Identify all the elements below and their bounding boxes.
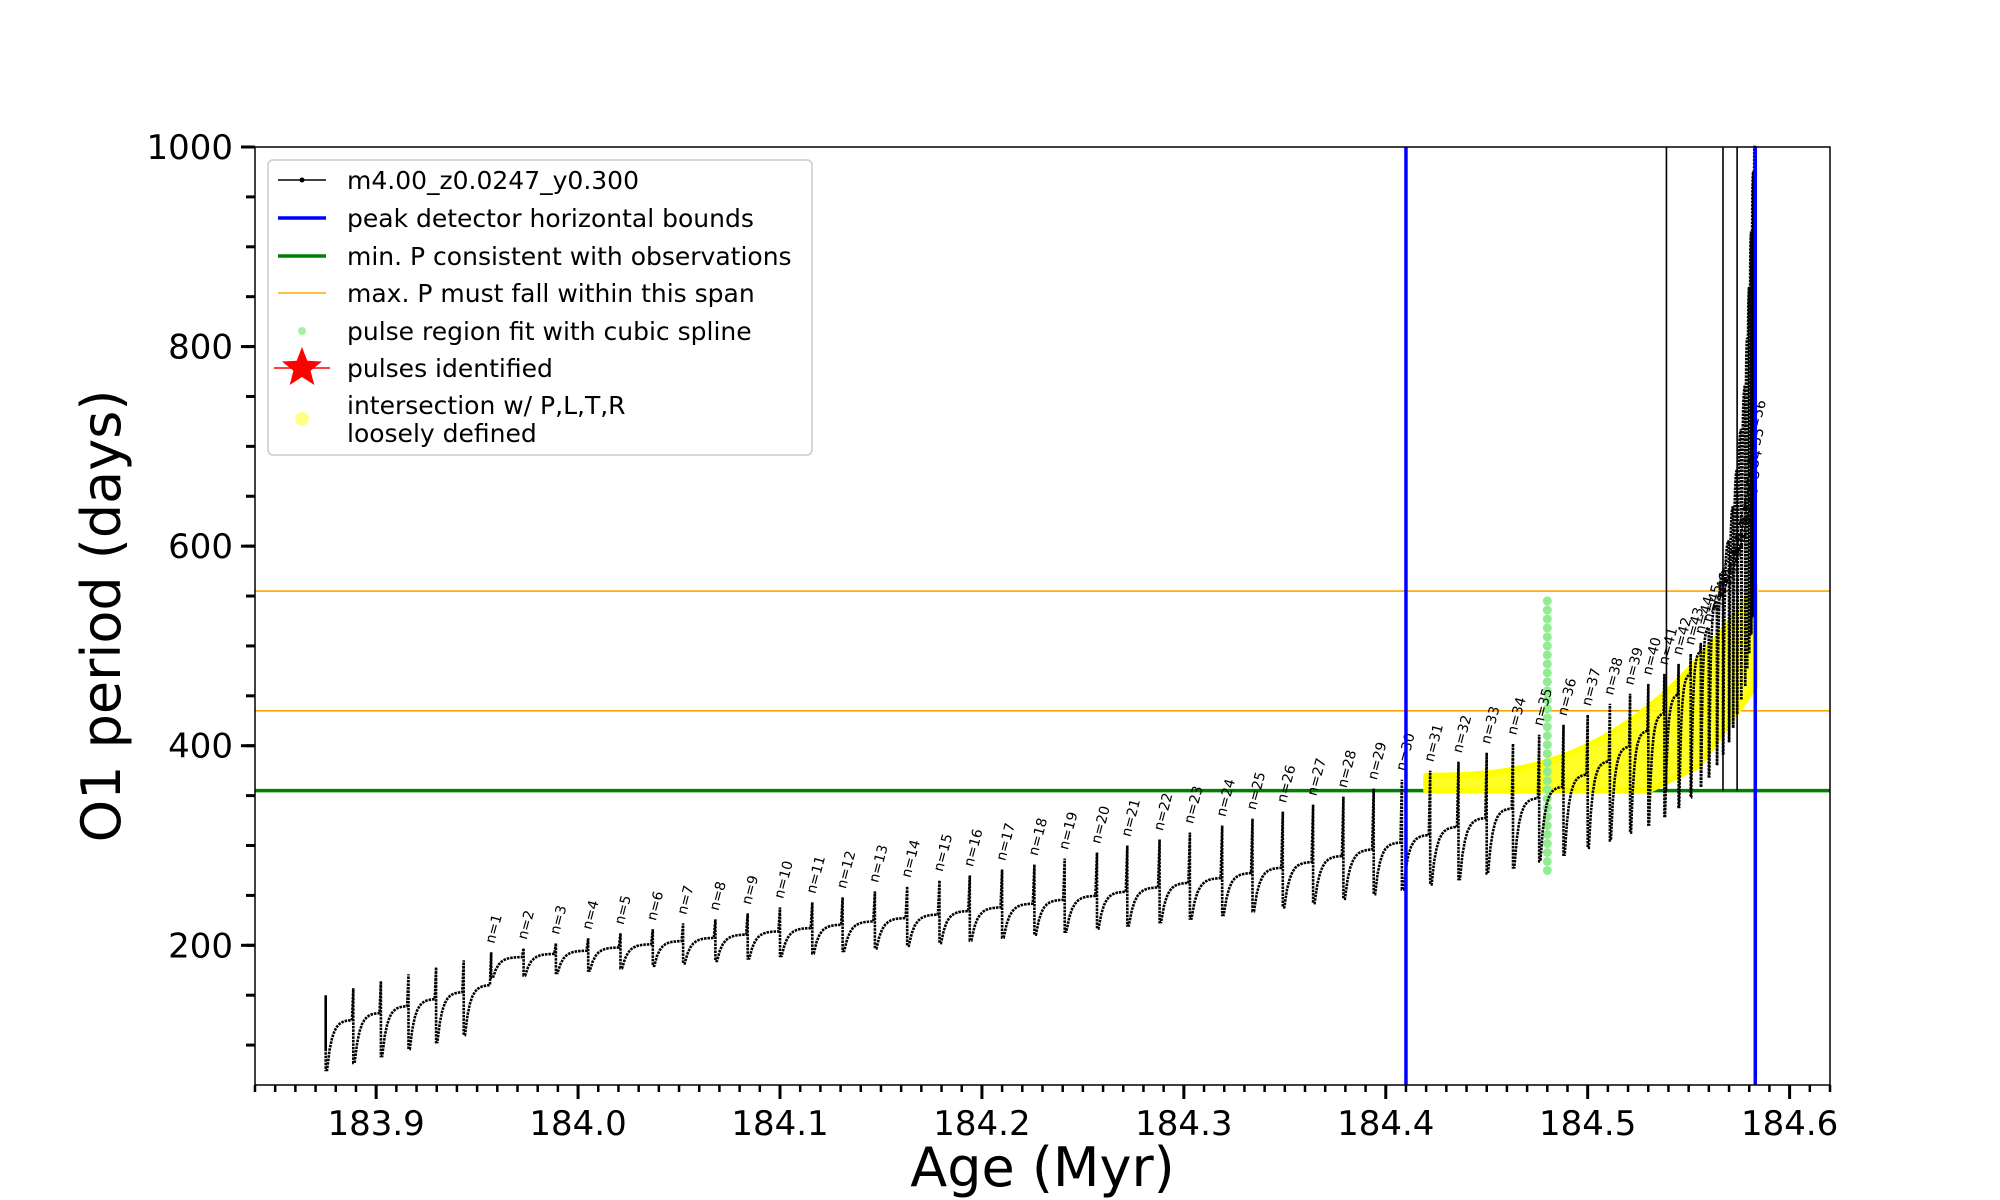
- pulse-label: n=2: [515, 909, 538, 942]
- pulse-label: n=22: [1151, 791, 1176, 832]
- y-axis-label: O1 period (days): [70, 390, 133, 843]
- pulse-label: n=24: [1214, 777, 1239, 818]
- intersection-region: [1423, 583, 1759, 794]
- x-tick-label: 184.0: [529, 1104, 626, 1144]
- legend-label: pulses identified: [347, 354, 553, 383]
- pulse-label: n=6: [644, 890, 667, 923]
- y-tick-label: 400: [168, 727, 233, 767]
- x-axis-label: Age (Myr): [910, 1136, 1175, 1199]
- spline-point: [1542, 695, 1552, 705]
- spline-point: [1542, 794, 1552, 804]
- legend-label: m4.00_z0.0247_y0.300: [347, 166, 639, 195]
- x-tick-label: 184.4: [1337, 1104, 1434, 1144]
- legend-box: [267, 159, 813, 456]
- pulse-label: n=12: [834, 849, 859, 890]
- x-tick-label: 184.6: [1741, 1104, 1838, 1144]
- pulse-label: n=29: [1365, 740, 1390, 781]
- legend-label-line2: loosely defined: [347, 419, 537, 448]
- pulse-label: n=4: [580, 899, 603, 932]
- legend-swatch-dot: [298, 327, 306, 335]
- pulse-label: n=1: [483, 913, 506, 946]
- legend-label: intersection w/ P,L,T,R: [347, 391, 626, 420]
- spline-point: [1542, 776, 1552, 786]
- spline-point: [1542, 830, 1552, 840]
- spline-point: [1542, 677, 1552, 687]
- x-tick-label: 184.5: [1539, 1104, 1636, 1144]
- pulse-label: n=13: [866, 843, 891, 884]
- pulse-label: n=26: [1274, 763, 1299, 804]
- spline-point: [1542, 722, 1552, 732]
- pulse-label: n=7: [674, 884, 697, 917]
- spline-point: [1542, 785, 1552, 795]
- pulse-label: n=15: [931, 832, 956, 873]
- spline-point: [1542, 668, 1552, 678]
- pulse-label: n=18: [1026, 816, 1051, 857]
- bound-lines: [1404, 147, 1758, 1085]
- spline-point: [1542, 596, 1552, 606]
- x-tick-label: 184.3: [1135, 1104, 1232, 1144]
- pulse-label: n=21: [1119, 797, 1144, 838]
- legend-swatch-dot: [295, 412, 309, 426]
- pulse-label: n=14: [899, 838, 924, 879]
- pulse-label: n=5: [612, 894, 635, 927]
- y-tick-label: 1000: [146, 128, 233, 168]
- spline-point: [1542, 758, 1552, 768]
- spline-point: [1542, 740, 1552, 750]
- legend-label: pulse region fit with cubic spline: [347, 317, 752, 346]
- legend-swatch-model-dot: [299, 177, 305, 183]
- pulse-label: n=36: [1555, 676, 1580, 717]
- spline-point: [1542, 605, 1552, 615]
- spline-point: [1542, 713, 1552, 723]
- spline-region: [1542, 596, 1552, 875]
- spline-point: [1542, 623, 1552, 633]
- spline-point: [1542, 865, 1552, 875]
- spline-point: [1542, 632, 1552, 642]
- spline-point: [1542, 856, 1552, 866]
- pulse-label: n=10: [771, 859, 796, 900]
- y-tick-label: 800: [168, 328, 233, 368]
- pulse-label: n=16: [961, 827, 986, 868]
- pulse-label: n=37: [1579, 667, 1604, 708]
- axes: 183.9 184.0 184.1 184.2 184.3 184.4 184.5 184.6…: [70, 128, 1838, 1199]
- legend-label: min. P consistent with observations: [347, 242, 792, 271]
- spline-point: [1542, 614, 1552, 624]
- pulse-label: n=3: [547, 904, 570, 937]
- spline-point: [1542, 641, 1552, 651]
- spline-point: [1542, 686, 1552, 696]
- pulse-label: n=11: [804, 854, 829, 895]
- x-tick-label: 183.9: [327, 1104, 424, 1144]
- spline-point: [1542, 839, 1552, 849]
- y-tick-label: 200: [168, 926, 233, 966]
- pulse-label: n=19: [1056, 810, 1081, 851]
- spline-point: [1542, 821, 1552, 831]
- x-tick-label: 184.1: [731, 1104, 828, 1144]
- legend-label: max. P must fall within this span: [347, 279, 755, 308]
- spline-point: [1542, 650, 1552, 660]
- legend-label: peak detector horizontal bounds: [347, 204, 754, 233]
- legend-swatch-star: [282, 347, 322, 385]
- pulse-label: n=31: [1422, 722, 1447, 763]
- pulse-label: n=32: [1450, 713, 1475, 754]
- pulse-label: n=9: [739, 874, 762, 907]
- y-tick-label: 600: [168, 527, 233, 567]
- spline-point: [1542, 847, 1552, 857]
- intersection-fill: [1423, 583, 1759, 794]
- pulse-label: n=28: [1335, 748, 1360, 789]
- pulse-label: n=34: [1504, 695, 1529, 736]
- spline-point: [1542, 749, 1552, 759]
- spline-point: [1542, 767, 1552, 777]
- model-track: [324, 145, 1757, 1072]
- spline-point: [1542, 731, 1552, 741]
- pulse-label: n=17: [994, 821, 1019, 862]
- model-track-line: [324, 145, 1757, 1072]
- pulse-label: n=20: [1088, 804, 1113, 845]
- pulse-label: n=35: [1531, 687, 1556, 728]
- x-tick-label: 184.2: [933, 1104, 1030, 1144]
- spline-point: [1542, 704, 1552, 714]
- spline-point: [1542, 659, 1552, 669]
- pulse-label: n=8: [707, 880, 730, 913]
